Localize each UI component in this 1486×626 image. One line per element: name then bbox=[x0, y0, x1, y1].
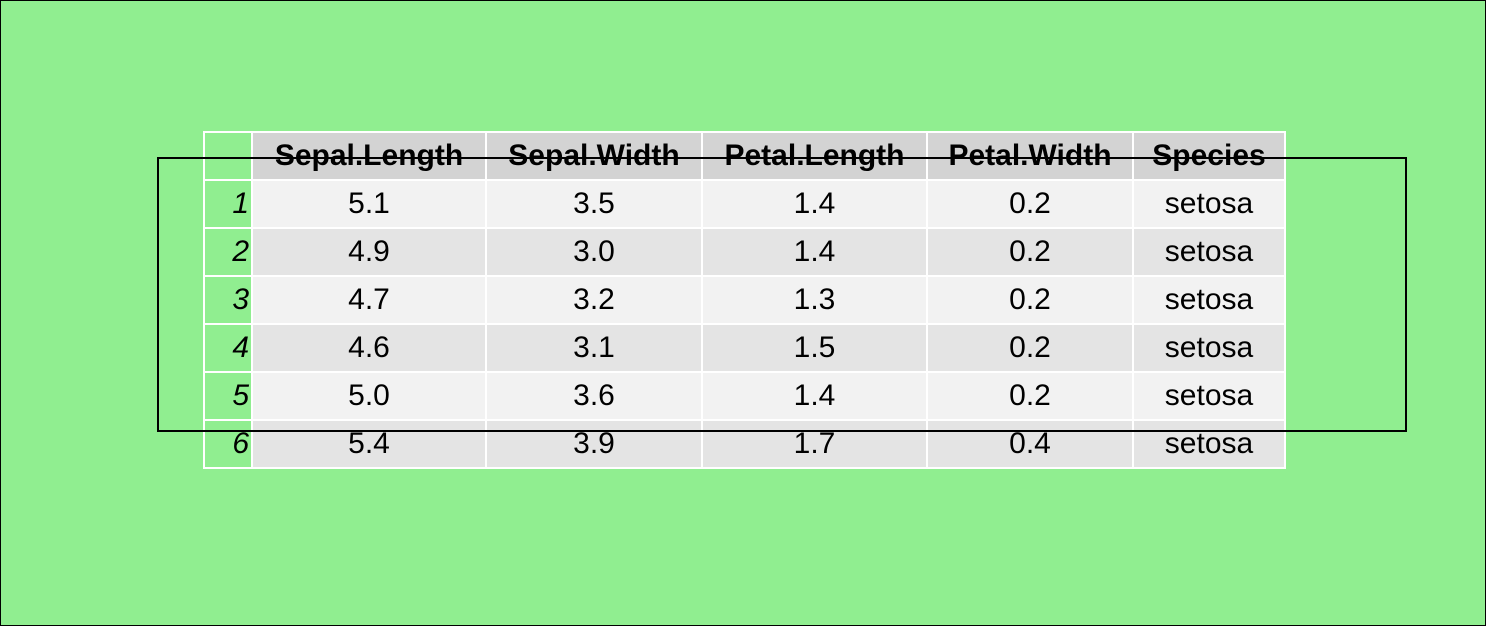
table-cell: 3.0 bbox=[485, 227, 703, 277]
row-name: 3 bbox=[203, 275, 253, 325]
table-cell: 1.4 bbox=[701, 179, 928, 229]
table-cell: setosa bbox=[1132, 179, 1286, 229]
column-header: Petal.Width bbox=[926, 131, 1134, 181]
row-name: 2 bbox=[203, 227, 253, 277]
table-cell: 5.4 bbox=[251, 419, 487, 469]
table-cell: 0.2 bbox=[926, 275, 1134, 325]
table-cell: 1.3 bbox=[701, 275, 928, 325]
table-row: 3 4.7 3.2 1.3 0.2 setosa bbox=[203, 275, 1286, 325]
table-cell: 3.2 bbox=[485, 275, 703, 325]
table-cell: 1.4 bbox=[701, 227, 928, 277]
column-header: Sepal.Width bbox=[485, 131, 703, 181]
column-header: Petal.Length bbox=[701, 131, 928, 181]
table-row: 1 5.1 3.5 1.4 0.2 setosa bbox=[203, 179, 1286, 229]
table-cell: setosa bbox=[1132, 227, 1286, 277]
table-cell: setosa bbox=[1132, 419, 1286, 469]
table-cell: 4.7 bbox=[251, 275, 487, 325]
table-cell: 1.4 bbox=[701, 371, 928, 421]
table-cell: 3.6 bbox=[485, 371, 703, 421]
table-cell: 0.2 bbox=[926, 371, 1134, 421]
table-cell: setosa bbox=[1132, 275, 1286, 325]
table-cell: 3.5 bbox=[485, 179, 703, 229]
table-cell: 0.4 bbox=[926, 419, 1134, 469]
table-cell: 5.1 bbox=[251, 179, 487, 229]
table-cell: 3.1 bbox=[485, 323, 703, 373]
table-row: 2 4.9 3.0 1.4 0.2 setosa bbox=[203, 227, 1286, 277]
table-cell: 0.2 bbox=[926, 323, 1134, 373]
table-cell: 3.9 bbox=[485, 419, 703, 469]
table-cell: 4.9 bbox=[251, 227, 487, 277]
table-cell: 1.5 bbox=[701, 323, 928, 373]
table-cell: 0.2 bbox=[926, 179, 1134, 229]
header-row: Sepal.Length Sepal.Width Petal.Length Pe… bbox=[203, 131, 1286, 181]
data-table: Sepal.Length Sepal.Width Petal.Length Pe… bbox=[203, 131, 1286, 469]
row-name: 1 bbox=[203, 179, 253, 229]
table-cell: setosa bbox=[1132, 371, 1286, 421]
table-row: 6 5.4 3.9 1.7 0.4 setosa bbox=[203, 419, 1286, 469]
table-row: 4 4.6 3.1 1.5 0.2 setosa bbox=[203, 323, 1286, 373]
row-name: 6 bbox=[203, 419, 253, 469]
table-row: 5 5.0 3.6 1.4 0.2 setosa bbox=[203, 371, 1286, 421]
table-cell: 1.7 bbox=[701, 419, 928, 469]
table-cell: 0.2 bbox=[926, 227, 1134, 277]
column-header: Sepal.Length bbox=[251, 131, 487, 181]
table-cell: 4.6 bbox=[251, 323, 487, 373]
table-cell: setosa bbox=[1132, 323, 1286, 373]
table-cell: 5.0 bbox=[251, 371, 487, 421]
row-name: 5 bbox=[203, 371, 253, 421]
corner-cell bbox=[203, 131, 253, 181]
column-header: Species bbox=[1132, 131, 1286, 181]
row-name: 4 bbox=[203, 323, 253, 373]
